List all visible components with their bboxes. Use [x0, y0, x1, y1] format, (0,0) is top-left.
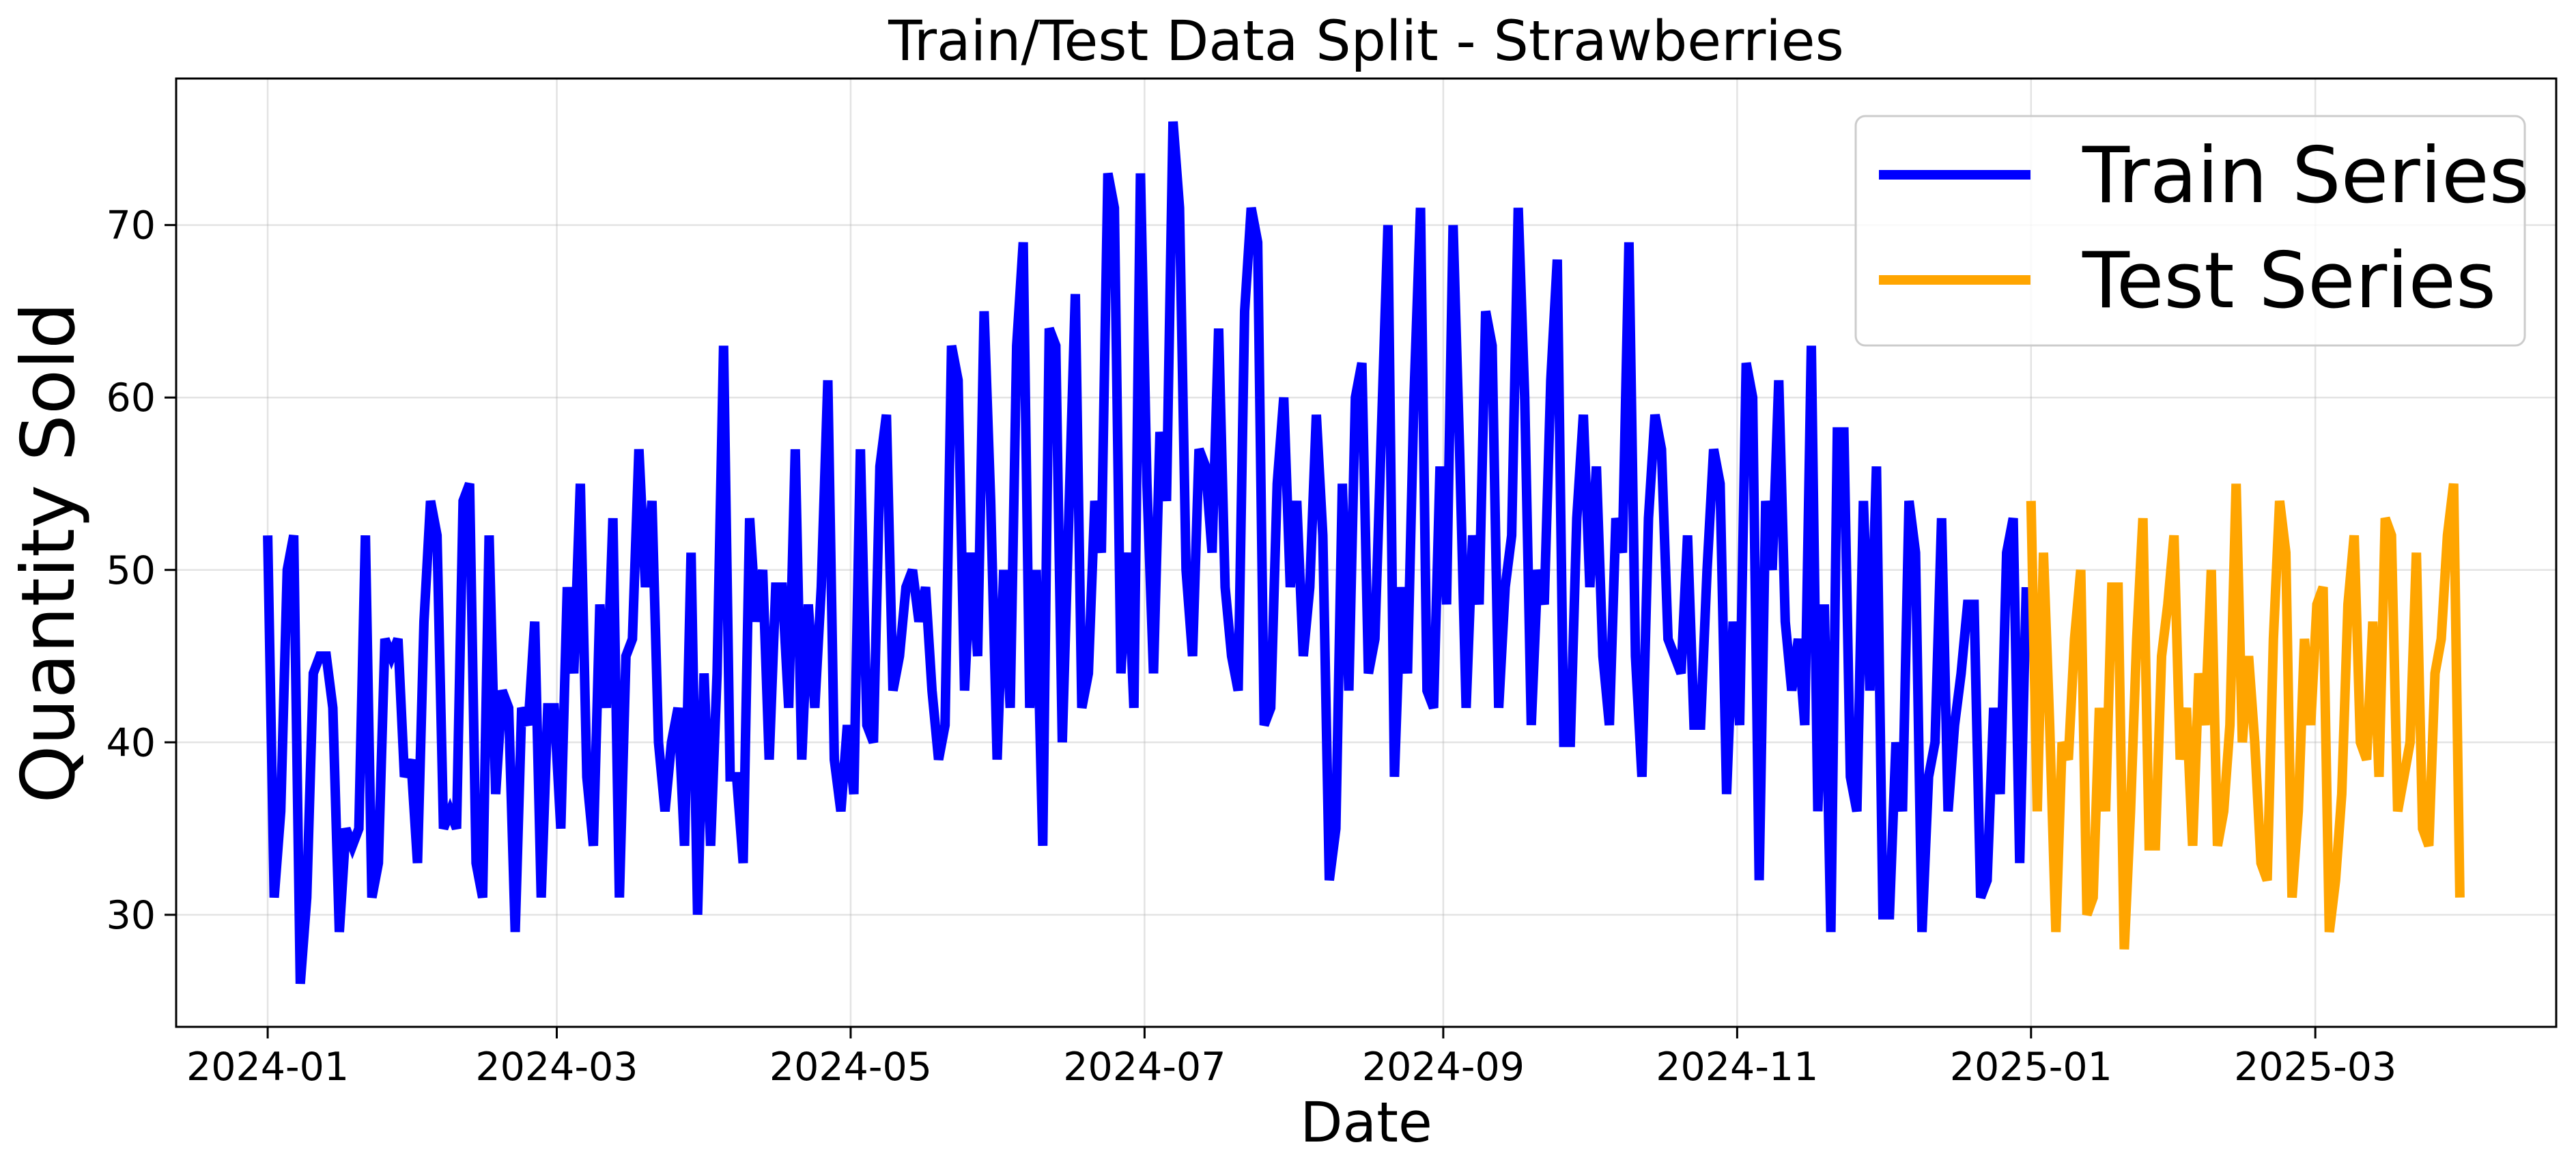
y-tick-label: 70	[106, 203, 156, 249]
x-tick-label: 2024-03	[475, 1045, 638, 1090]
y-tick-label: 60	[106, 376, 156, 421]
y-tick-label: 30	[106, 893, 156, 938]
x-tick-label: 2024-11	[1656, 1045, 1818, 1090]
legend-label-train: Train Series	[2082, 130, 2530, 221]
legend-label-test: Test Series	[2082, 236, 2496, 326]
chart-title: Train/Test Data Split - Strawberries	[888, 10, 1844, 74]
series-layer	[263, 121, 2465, 985]
x-axis-label: Date	[1300, 1091, 1432, 1155]
axis-ticks: 2024-01 2024-03 2024-05 2024-07 2024-09 2024-…	[106, 203, 2396, 1090]
x-tick-label: 2025-03	[2234, 1045, 2396, 1090]
x-tick-label: 2024-05	[769, 1045, 932, 1090]
series-line-test	[2026, 483, 2465, 950]
y-axis-label: Quantity Sold	[6, 302, 91, 803]
y-tick-label: 50	[106, 548, 156, 593]
series-line-train	[263, 121, 2031, 985]
plot-frame	[175, 77, 2558, 1028]
x-tick-label: 2025-01	[1950, 1045, 2112, 1090]
legend: Train Series Test Series	[1854, 115, 2530, 347]
y-tick-label: 40	[106, 720, 156, 765]
x-tick-label: 2024-07	[1063, 1045, 1226, 1090]
x-tick-label: 2024-09	[1362, 1045, 1525, 1090]
x-tick-label: 2024-01	[186, 1045, 349, 1090]
